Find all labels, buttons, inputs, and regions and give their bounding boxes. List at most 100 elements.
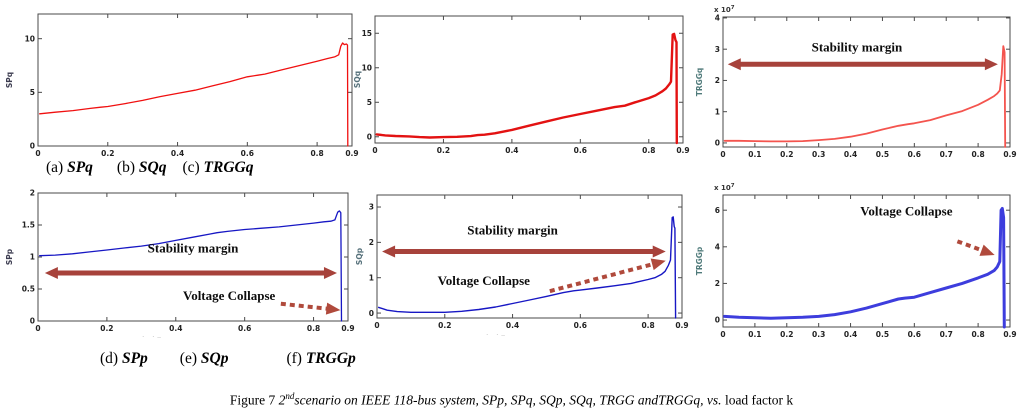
caption-a: (a) SPq [46, 159, 93, 176]
caption-b-name: SQq [138, 159, 167, 176]
x-tick-label: 0.6 [574, 146, 587, 155]
x-tick-label: 0.9 [1003, 150, 1016, 159]
row1-caption: (a) SPq (b) SQq (c) TRGGq [46, 159, 277, 177]
curve-TRGGp [723, 206, 1006, 329]
x-tick-label: 0.2 [780, 150, 793, 159]
arrow-head-left [727, 58, 741, 71]
plot-TRGGq: 0 0.1 0.2 0.3 0.4 0.5 0.6 0.7 0.8 0.9 0 1 2 3 4 TRGGq x … [695, 5, 1017, 159]
axes-box [376, 194, 683, 319]
arrow-head-right [323, 267, 337, 279]
y-tick-label: 10 [362, 63, 372, 72]
y-tick-label: 0 [367, 132, 372, 141]
curve-SQq [375, 32, 678, 145]
plot-SPp: 0 0.2 0.4 0.6 0.8 0.9 0 0.5 1 1.5 2 SPp Stability ma… [5, 189, 355, 333]
y-tick-label: 4 [715, 243, 720, 252]
x-tick-label: 0.4 [505, 146, 518, 155]
x-tick-label: 0.7 [940, 150, 953, 159]
x-tick-label: 0.9 [676, 146, 689, 155]
y-tick-label: 1.5 [22, 221, 35, 230]
x-tick-label: 0.6 [241, 149, 254, 158]
y-axis-label: TRGGq [695, 68, 704, 97]
y-axis-label: TRGGp [695, 246, 704, 275]
y-tick-label: 0 [30, 317, 35, 326]
x-tick-label: 0.4 [844, 150, 857, 159]
y-tick-label: 2 [369, 238, 374, 247]
y-tick-label: 2 [30, 189, 35, 198]
voltage-collapse-arrow-head [650, 258, 666, 271]
arrow-head-left [382, 245, 396, 258]
x-tick-label: 0.9 [341, 324, 354, 333]
x-tick-label: 0.9 [345, 149, 358, 158]
arrow-head-right [984, 58, 998, 71]
x-tick-label: 0.2 [437, 146, 450, 155]
x-tick-label: 0.3 [812, 150, 825, 159]
x-tick-label: 0.8 [307, 324, 320, 333]
curve-SPp [39, 210, 343, 322]
x-tick-label: 0.2 [438, 321, 451, 330]
voltage-collapse-arrow-head [979, 244, 995, 256]
y-tick-label: 15 [362, 29, 372, 38]
y-tick-label: 3 [715, 45, 720, 54]
axes-box [722, 16, 1011, 148]
y-tick-label: 6 [715, 206, 720, 215]
plot-TRGGp: 0 0.1 0.2 0.3 0.4 0.5 0.6 0.7 0.8 0.9 0 2 4 6 TRGGp x 1… [695, 183, 1017, 339]
caption-c: (c) TRGGq [182, 159, 253, 176]
x-tick-label: 0.6 [574, 321, 587, 330]
y-axis-label: SPp [5, 248, 14, 265]
y-axis-label: SQp [355, 247, 364, 265]
y-tick-label: 5 [367, 98, 372, 107]
x-tick-label: 0.4 [169, 324, 182, 333]
caption-c-name: TRGGq [203, 159, 254, 176]
figure-caption: Figure 7 2ndscenario on IEEE 118-bus sys… [0, 391, 1023, 409]
axes-box [37, 13, 353, 147]
x-tick-label: 0.8 [642, 146, 655, 155]
x-tick-label: 0.7 [940, 330, 953, 339]
caption-d-prefix: (d) [100, 350, 119, 367]
annotation-label: Stability margin [467, 223, 558, 238]
y-tick-label: 0 [30, 142, 35, 151]
x-tick-label: 0.8 [310, 149, 323, 158]
caption-e: (e) SQp [180, 350, 229, 367]
x-tick-label: 0.5 [876, 150, 889, 159]
x-tick-label: 0 [720, 150, 725, 159]
annotation-label: Stability margin [148, 241, 239, 256]
y-tick-label: 0 [715, 316, 720, 325]
caption-d-name: SPp [121, 350, 148, 367]
figure-caption-superscript: nd [285, 391, 295, 401]
caption-a-name: SPq [67, 159, 93, 176]
x-tick-label: 0.5 [876, 330, 889, 339]
caption-b: (b) SQq [117, 159, 167, 176]
x-tick-label: 0.4 [171, 149, 184, 158]
y-tick-label: 4 [715, 14, 720, 23]
figure-caption-number: 2 [278, 392, 286, 408]
x-tick-label: 0.6 [908, 330, 921, 339]
x-tick-label: 0.8 [641, 321, 654, 330]
y-tick-label: 2 [715, 76, 720, 85]
y-tick-label: 0 [369, 309, 374, 318]
x-tick-label: 0.6 [238, 324, 251, 333]
axes-box [722, 194, 1011, 328]
annotation-label: Stability margin [812, 40, 903, 55]
x-tick-label: 0.9 [675, 321, 688, 330]
caption-c-prefix: (c) [182, 159, 200, 176]
caption-f-prefix: (f) [286, 350, 302, 367]
x-tick-label: 0 [35, 149, 40, 158]
caption-d: (d) SPp [100, 350, 148, 367]
y-axis-label: SQq [353, 71, 362, 88]
curve-SQp [378, 216, 677, 319]
annotation-label: Voltage Collapse [860, 203, 953, 218]
row2-caption: (d) SPp (e) SQp (f) TRGGp [100, 350, 380, 368]
x-tick-label: 0.9 [1003, 330, 1016, 339]
x-tick-label: 0.8 [971, 330, 984, 339]
plot-SQq: 0 0.2 0.4 0.6 0.8 0.9 0 5 10 15 SQq [353, 15, 690, 155]
arrow-head-right [652, 245, 666, 258]
x-tick-label: 0 [374, 321, 379, 330]
x-tick-label: 0.4 [844, 330, 857, 339]
y-tick-label: 3 [369, 203, 374, 212]
plot-SPq: 0 0.2 0.4 0.6 0.8 0.9 0 5 10 SPq [5, 13, 359, 158]
voltage-collapse-arrow-head [325, 302, 341, 315]
annotation-label: Voltage Collapse [183, 288, 276, 303]
x-tick-label: 0.8 [971, 150, 984, 159]
